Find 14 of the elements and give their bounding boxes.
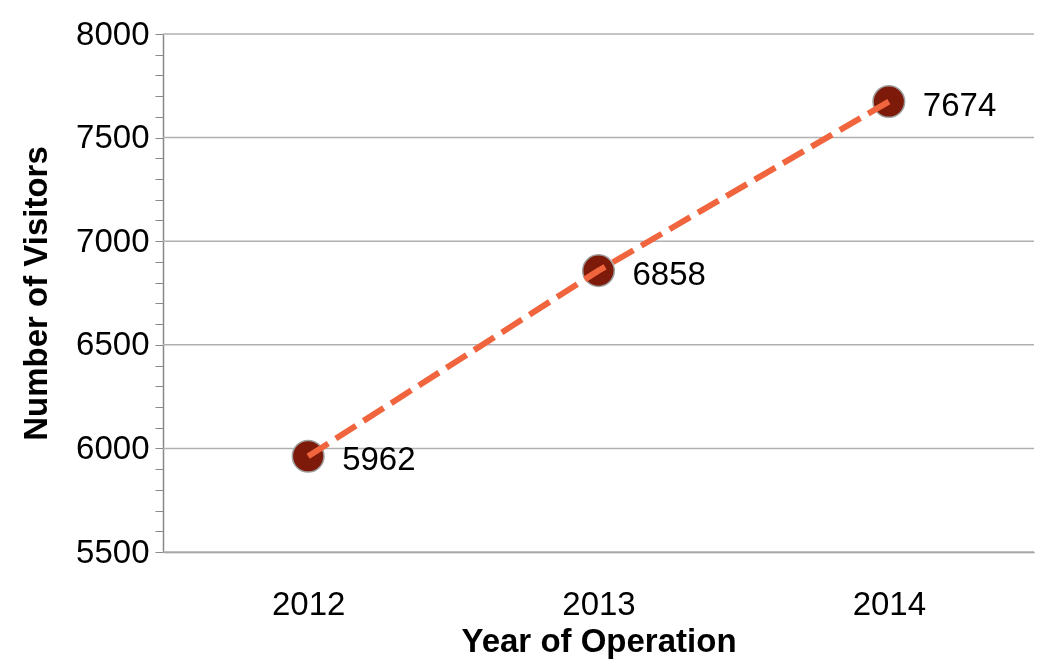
y-tick-label: 6000 [76,428,150,466]
x-tick-label: 2012 [271,584,346,622]
y-axis-title: Number of Visitors [17,146,55,441]
x-tick-label: 2013 [562,584,636,622]
x-tick-label: 2014 [852,584,927,622]
y-tick-label: 6500 [76,325,150,363]
y-tick-label: 5500 [76,532,150,570]
y-tick-label: 7000 [76,221,150,259]
data-label: 7674 [922,85,997,123]
x-axis-title: Year of Operation [461,621,737,659]
data-label: 6858 [632,254,706,292]
y-tick-label: 7500 [76,118,150,156]
data-label: 5962 [342,440,416,478]
y-tick-label: 8000 [76,14,150,52]
